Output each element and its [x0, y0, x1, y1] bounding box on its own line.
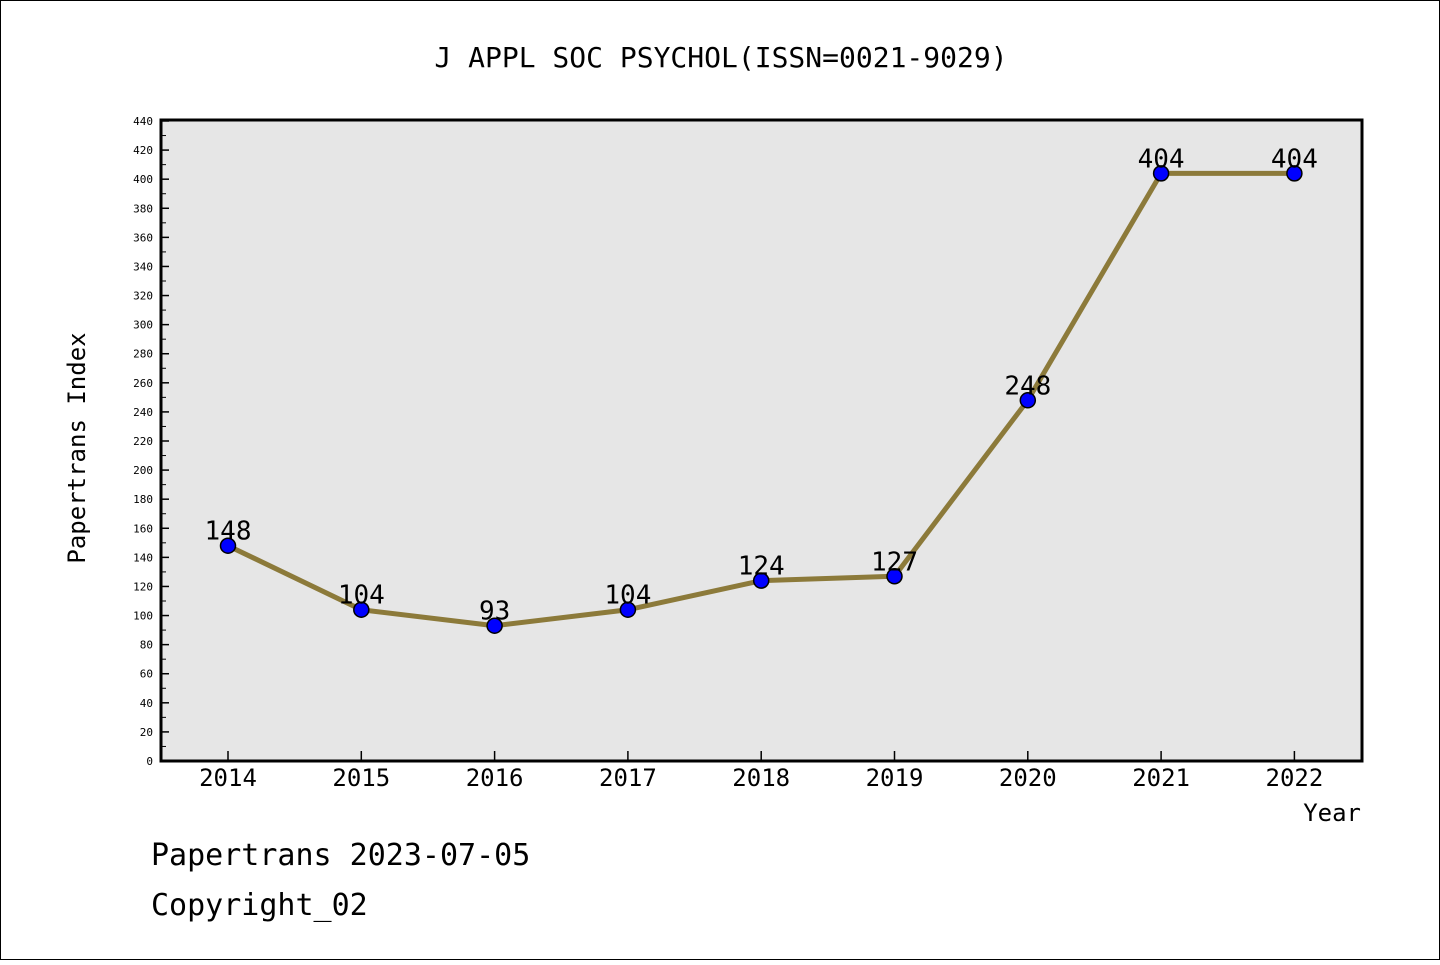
data-label: 104: [338, 581, 385, 611]
data-point: [1019, 392, 1037, 409]
y-tick-label: 20: [140, 726, 153, 739]
data-point: [486, 617, 503, 634]
series-markers: [219, 165, 1303, 634]
data-point: [1152, 165, 1170, 182]
data-label: 124: [738, 552, 785, 582]
y-tick-label: 360: [133, 231, 153, 244]
y-tick-label: 60: [140, 668, 153, 681]
y-tick-label: 300: [133, 319, 153, 332]
x-tick-label: 2018: [732, 764, 790, 792]
y-tick-label: 220: [133, 435, 153, 448]
x-tick-label: 2019: [866, 764, 924, 792]
y-tick-label: 40: [140, 697, 153, 710]
y-tick-label: 240: [133, 406, 153, 419]
x-tick-label: 2016: [466, 764, 524, 792]
y-tick-label: 180: [133, 493, 153, 506]
data-label: 127: [871, 547, 918, 577]
footer-date: Papertrans 2023-07-05: [151, 838, 530, 873]
y-tick-label: 80: [140, 639, 153, 652]
x-tick-label: 2017: [599, 764, 657, 792]
y-tick-label: 100: [133, 610, 153, 623]
x-axis: 2014 2015 2016 2017 2018 2019 2020 2021 2022: [199, 751, 1323, 792]
x-tick-label: 2022: [1266, 764, 1324, 792]
x-axis-label: Year: [1303, 799, 1361, 827]
data-label: 404: [1271, 144, 1318, 174]
data-label: 104: [604, 581, 651, 611]
footer-copyright: Copyright_02: [151, 888, 368, 923]
data-point: [886, 568, 903, 585]
y-axis: 0 20 40 60 80 100 120 140 160 180 200 220 240 260 280 3…: [133, 115, 169, 768]
data-labels: 148 104 93 104 124 127 248 404 404: [205, 144, 1318, 626]
data-point: [219, 537, 237, 554]
data-point: [353, 601, 370, 618]
chart-title: J APPL SOC PSYCHOL(ISSN=0021-9029): [434, 41, 1007, 74]
y-tick-label: 380: [133, 202, 153, 215]
y-tick-label: 400: [133, 173, 153, 186]
x-tick-label: 2014: [199, 764, 257, 792]
y-tick-label: 160: [133, 522, 153, 535]
y-tick-label: 260: [133, 377, 153, 390]
data-label: 248: [1004, 371, 1051, 401]
y-tick-label: 320: [133, 290, 153, 303]
x-tick-label: 2020: [999, 764, 1057, 792]
x-tick-label: 2015: [332, 764, 390, 792]
data-point: [619, 601, 637, 618]
data-point: [752, 572, 770, 589]
y-axis-label: Papertrans Index: [63, 332, 91, 563]
data-point: [1286, 165, 1303, 182]
y-tick-label: 0: [146, 755, 153, 768]
y-tick-label: 340: [133, 260, 153, 273]
data-label: 148: [205, 517, 252, 547]
y-tick-label: 140: [133, 551, 153, 564]
y-tick-label: 200: [133, 464, 153, 477]
y-tick-label: 440: [133, 115, 153, 128]
data-label: 404: [1138, 144, 1185, 174]
data-label: 93: [479, 597, 510, 627]
y-tick-label: 120: [133, 580, 153, 593]
x-tick-label: 2021: [1132, 764, 1190, 792]
y-tick-label: 420: [133, 144, 153, 157]
plot-area: [159, 118, 1364, 763]
y-tick-label: 280: [133, 348, 153, 361]
